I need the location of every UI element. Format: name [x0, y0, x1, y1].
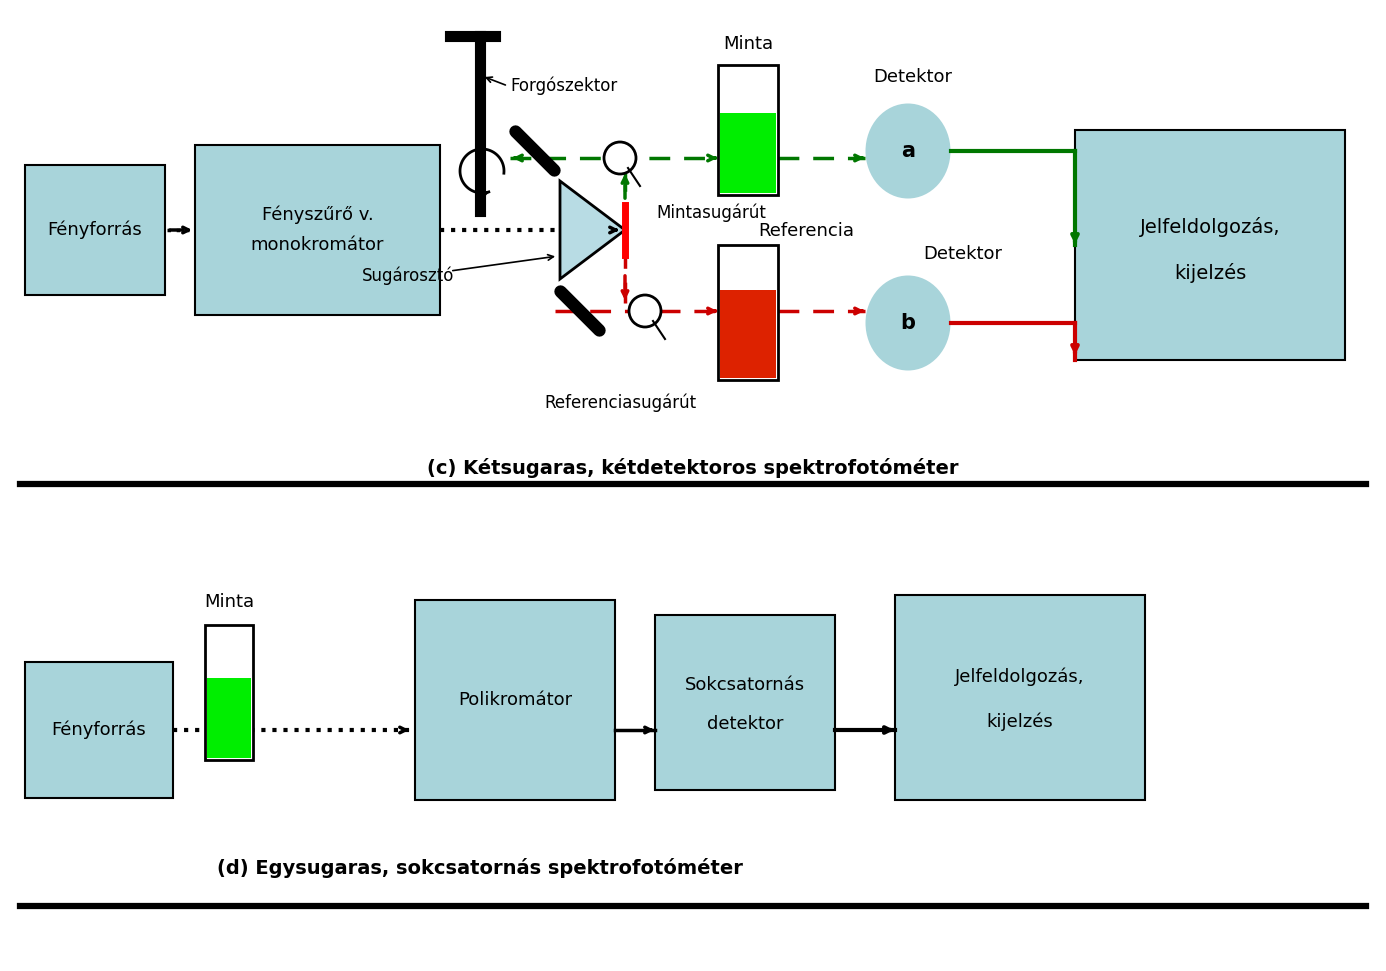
Text: Sugárosztó: Sugárosztó	[362, 267, 455, 285]
Text: Referencia: Referencia	[758, 222, 854, 240]
Text: Fényszűrő v.: Fényszűrő v.	[262, 206, 373, 224]
Text: Detektor: Detektor	[923, 245, 1002, 263]
Text: Fényforrás: Fényforrás	[47, 220, 143, 239]
Text: Fényforrás: Fényforrás	[51, 720, 147, 739]
Bar	[414, 600, 615, 800]
Polygon shape	[560, 181, 625, 279]
Bar	[207, 678, 251, 758]
Bar	[718, 65, 778, 195]
Circle shape	[604, 142, 636, 174]
Bar	[1076, 130, 1344, 360]
Bar	[719, 290, 776, 378]
Bar	[895, 595, 1145, 800]
Text: b: b	[901, 313, 916, 333]
Text: (c) Kétsugaras, kétdetektoros spektrofotóméter: (c) Kétsugaras, kétdetektoros spektrofot…	[427, 458, 959, 478]
Bar	[195, 145, 439, 315]
Text: Detektor: Detektor	[873, 68, 952, 86]
Text: a: a	[901, 141, 915, 161]
Ellipse shape	[865, 104, 951, 198]
Circle shape	[629, 295, 661, 327]
Text: Minta: Minta	[723, 35, 773, 53]
Text: Referenciasugárút: Referenciasugárút	[543, 393, 696, 412]
Text: Jelfeldolgozás,: Jelfeldolgozás,	[1139, 217, 1281, 237]
Text: Jelfeldolgozás,: Jelfeldolgozás,	[955, 668, 1085, 686]
Bar	[25, 165, 165, 295]
Bar	[25, 662, 173, 798]
Text: kijelzés: kijelzés	[1174, 262, 1246, 283]
Text: kijelzés: kijelzés	[987, 713, 1053, 731]
Text: Polikromátor: Polikromátor	[457, 691, 572, 709]
Bar	[656, 615, 834, 790]
Bar	[719, 113, 776, 193]
Bar	[718, 245, 778, 380]
Ellipse shape	[865, 276, 951, 371]
Text: detektor: detektor	[707, 715, 783, 732]
Text: (d) Egysugaras, sokcsatornás spektrofotóméter: (d) Egysugaras, sokcsatornás spektrofotó…	[218, 858, 743, 878]
Text: Sokcsatornás: Sokcsatornás	[685, 676, 805, 694]
Text: Forgószektor: Forgószektor	[510, 77, 617, 95]
Text: Minta: Minta	[204, 593, 254, 611]
Text: Mintasugárút: Mintasugárút	[656, 204, 766, 222]
Text: monokromátor: monokromátor	[251, 236, 384, 254]
Bar	[205, 625, 254, 760]
